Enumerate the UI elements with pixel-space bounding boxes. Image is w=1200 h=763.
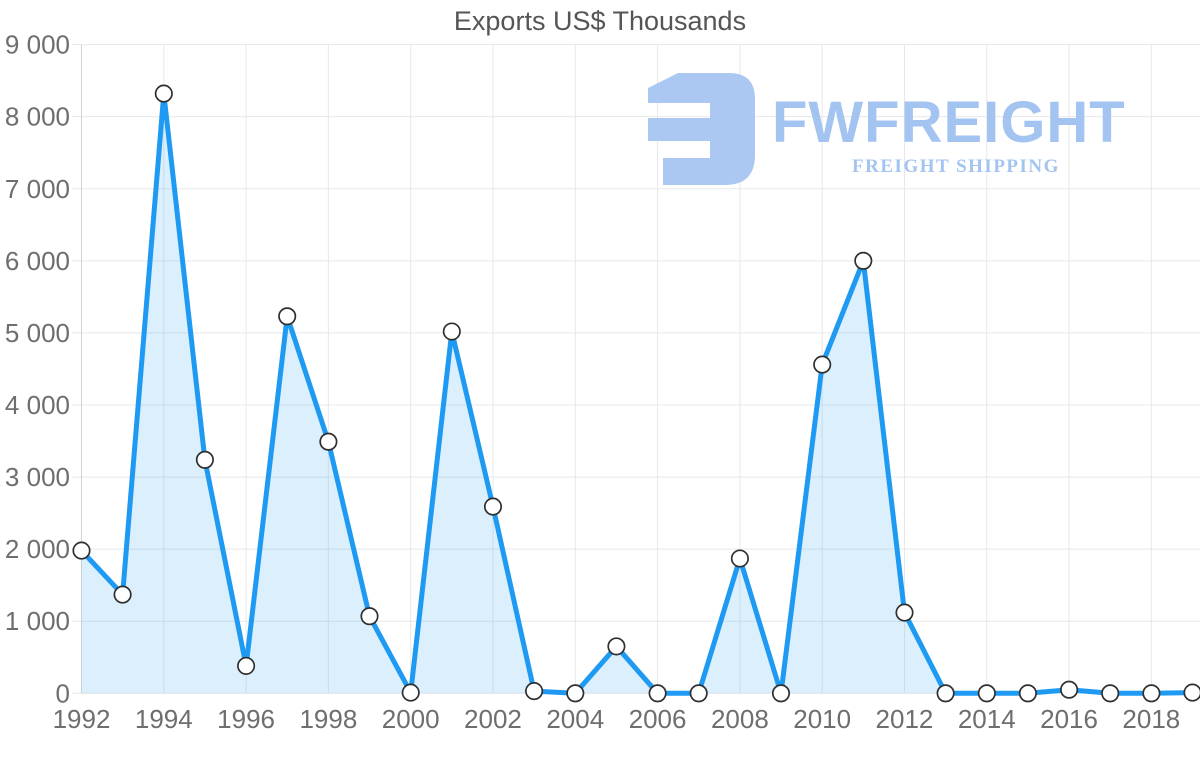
y-axis-label: 4 000 <box>5 390 70 420</box>
y-axis-label: 6 000 <box>5 246 70 276</box>
x-axis-label: 1996 <box>217 704 275 734</box>
data-point-2015[interactable] <box>1018 684 1037 703</box>
data-point-2017[interactable] <box>1101 684 1120 703</box>
data-point-2016[interactable] <box>1060 680 1079 699</box>
data-point-2001[interactable] <box>442 322 461 341</box>
x-axis-label: 1994 <box>135 704 193 734</box>
y-axis-label: 8 000 <box>5 102 70 132</box>
x-axis-label: 2006 <box>629 704 687 734</box>
gridlines <box>72 44 1200 694</box>
data-point-2007[interactable] <box>689 684 708 703</box>
data-point-1995[interactable] <box>195 450 214 469</box>
area-fill <box>81 93 1193 694</box>
data-point-2004[interactable] <box>566 684 585 703</box>
x-axis-label: 2018 <box>1122 704 1180 734</box>
axis-labels: 0 1 000 2 000 3 000 4 000 5 000 6 000 7 000 8 00… <box>5 30 1180 734</box>
y-axis-label: 9 000 <box>5 30 70 60</box>
x-axis-label: 2010 <box>793 704 851 734</box>
x-axis-label: 2008 <box>711 704 769 734</box>
series-line[interactable] <box>79 91 1195 696</box>
y-axis-label: 7 000 <box>5 174 70 204</box>
x-axis-label: 2016 <box>1040 704 1098 734</box>
line-layer <box>79 91 1195 696</box>
data-point-1993[interactable] <box>113 585 132 604</box>
points-layer <box>72 84 1200 703</box>
data-point-1997[interactable] <box>278 307 297 326</box>
data-point-2000[interactable] <box>401 683 420 702</box>
x-axis-label: 2014 <box>958 704 1016 734</box>
data-point-2003[interactable] <box>525 682 544 701</box>
data-point-2014[interactable] <box>977 684 996 703</box>
x-axis-label: 2012 <box>876 704 934 734</box>
y-axis-label: 5 000 <box>5 318 70 348</box>
data-point-1992[interactable] <box>72 541 91 560</box>
data-point-2010[interactable] <box>813 355 832 374</box>
chart-title: Exports US$ Thousands <box>453 6 747 36</box>
data-point-1999[interactable] <box>360 607 379 626</box>
data-point-2009[interactable] <box>771 684 791 703</box>
x-axis-label: 2004 <box>546 704 604 734</box>
data-point-2011[interactable] <box>854 251 873 270</box>
x-axis-label: 1998 <box>299 704 357 734</box>
data-point-1994[interactable] <box>154 84 173 103</box>
data-point-2005[interactable] <box>607 637 626 656</box>
data-point-2013[interactable] <box>936 684 955 703</box>
y-axis-label: 1 000 <box>5 606 70 636</box>
data-point-2002[interactable] <box>483 497 503 516</box>
y-axis-label: 3 000 <box>5 462 70 492</box>
data-point-1998[interactable] <box>319 432 338 451</box>
data-point-2006[interactable] <box>648 684 667 703</box>
y-axis-label: 0 <box>56 678 70 708</box>
x-axis-label: 1992 <box>53 704 111 734</box>
data-point-2018[interactable] <box>1142 684 1161 703</box>
x-axis-label: 2002 <box>464 704 522 734</box>
y-axis-label: 2 000 <box>5 534 70 564</box>
data-point-2008[interactable] <box>730 549 749 568</box>
data-point-2012[interactable] <box>895 603 914 622</box>
area-layer <box>81 93 1193 694</box>
data-point-2019[interactable] <box>1183 683 1200 702</box>
x-axis-label: 2000 <box>382 704 440 734</box>
data-point-1996[interactable] <box>237 656 256 675</box>
